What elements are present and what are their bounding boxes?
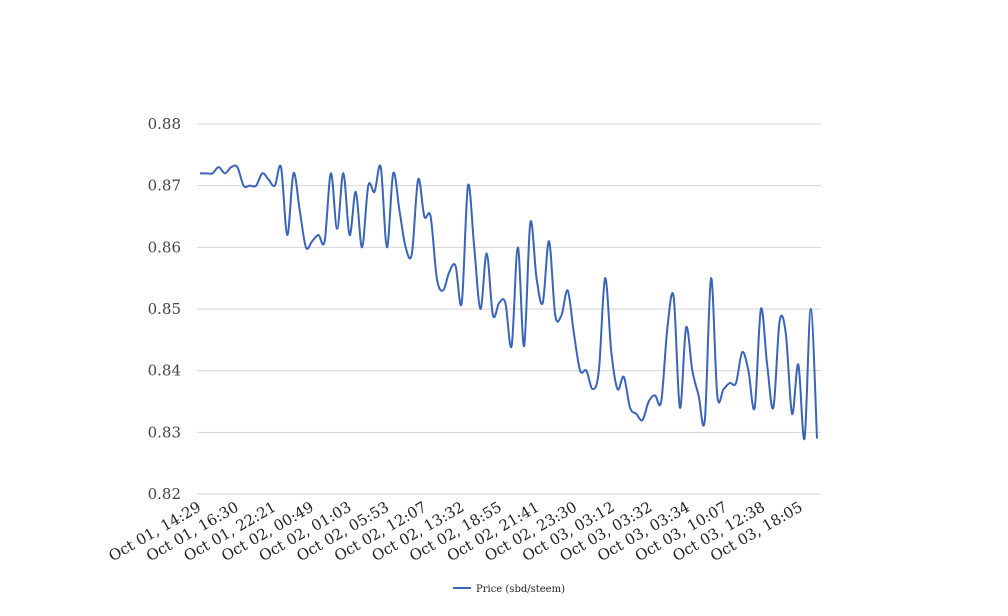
- y-tick-label: 0.88: [148, 115, 181, 133]
- y-tick-label: 0.86: [148, 238, 181, 256]
- y-tick-label: 0.82: [148, 485, 181, 503]
- y-axis-ticks: 0.82 0.83 0.84 0.85 0.86 0.87 0.88: [148, 115, 181, 503]
- y-tick-label: 0.84: [148, 362, 181, 380]
- series-line[interactable]: [199, 164, 818, 440]
- y-tick-label: 0.83: [148, 423, 181, 441]
- legend-label: Price (sbd/steem): [476, 584, 565, 595]
- grid-lines: [197, 123, 821, 495]
- legend[interactable]: Price (sbd/steem): [453, 584, 565, 595]
- series-layer: [199, 164, 818, 440]
- y-tick-label: 0.87: [148, 177, 181, 195]
- y-tick-label: 0.85: [148, 300, 181, 318]
